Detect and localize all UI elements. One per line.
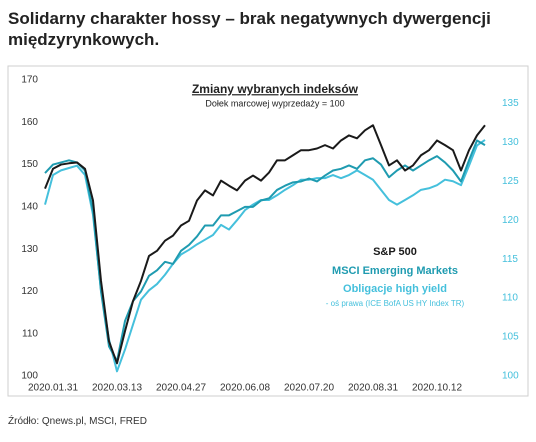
chart: Zmiany wybranych indeksów Dołek marcowej… bbox=[7, 65, 529, 397]
inset-subtitle: Dołek marcowej wyprzedaży = 100 bbox=[205, 98, 344, 108]
y-tick-label: 120 bbox=[21, 286, 38, 297]
axis-note: - oś prawa (ICE BofA US HY Index TR) bbox=[326, 299, 465, 308]
source: Źródło: Qnews.pl, MSCI, FRED bbox=[8, 416, 147, 427]
series-line bbox=[44, 139, 486, 373]
y2-tick-label: 125 bbox=[502, 176, 519, 187]
x-tick-label: 2020.04.27 bbox=[156, 383, 206, 394]
series-line bbox=[44, 124, 486, 365]
y-tick-label: 140 bbox=[21, 201, 38, 212]
y-tick-label: 160 bbox=[21, 117, 38, 128]
x-tick-label: 2020.10.12 bbox=[412, 383, 462, 394]
y2-tick-label: 120 bbox=[502, 215, 519, 226]
y2-tick-label: 100 bbox=[502, 371, 519, 382]
chart-frame bbox=[7, 65, 529, 397]
y-tick-label: 110 bbox=[22, 328, 38, 339]
x-tick-label: 2020.01.31 bbox=[28, 383, 78, 394]
y2-tick-label: 105 bbox=[502, 332, 519, 343]
y2-tick-label: 115 bbox=[502, 254, 518, 265]
y-tick-label: 150 bbox=[21, 159, 38, 170]
inset-title: Zmiany wybranych indeksów bbox=[192, 82, 359, 96]
y-tick-label: 130 bbox=[21, 244, 38, 255]
y2-tick-label: 110 bbox=[502, 293, 518, 304]
legend-label: Obligacje high yield bbox=[343, 283, 447, 295]
legend-label: S&P 500 bbox=[373, 246, 417, 258]
page-title: Solidarny charakter hossy – brak negatyw… bbox=[8, 9, 491, 49]
y-tick-label: 100 bbox=[21, 371, 38, 382]
legend-label: MSCI Emerging Markets bbox=[332, 265, 458, 277]
series-line bbox=[44, 139, 486, 363]
x-tick-label: 2020.07.20 bbox=[284, 383, 334, 394]
y2-tick-label: 135 bbox=[502, 98, 519, 109]
x-tick-label: 2020.08.31 bbox=[348, 383, 398, 394]
y-tick-label: 170 bbox=[21, 75, 38, 86]
x-tick-label: 2020.06.08 bbox=[220, 383, 270, 394]
x-tick-label: 2020.03.13 bbox=[92, 383, 142, 394]
y2-tick-label: 130 bbox=[502, 137, 519, 148]
